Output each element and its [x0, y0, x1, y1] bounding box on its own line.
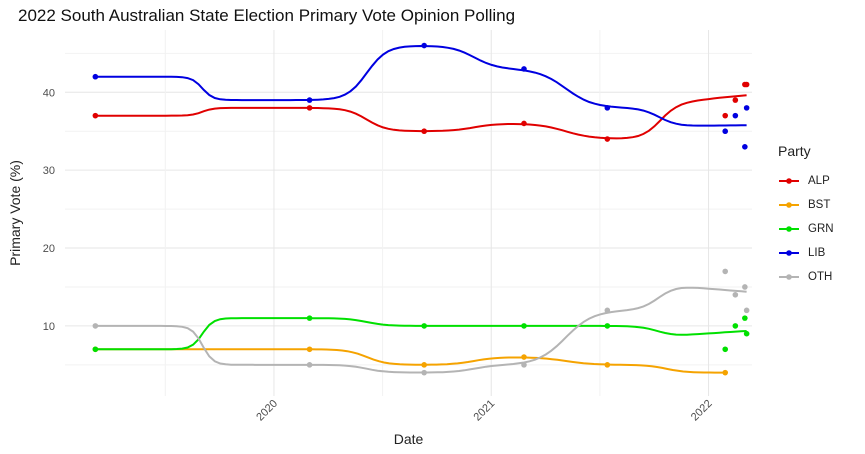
series-line-grn: [95, 317, 747, 351]
series-line-lib: [95, 44, 747, 127]
data-point-grn: [722, 346, 729, 353]
y-tick-label: 20: [43, 243, 55, 255]
data-point-alp: [722, 112, 729, 119]
data-point-grn: [604, 323, 611, 329]
data-point-lib: [421, 42, 427, 49]
data-point-oth: [742, 284, 748, 290]
data-point-bst: [521, 354, 527, 360]
data-point-oth: [743, 307, 750, 314]
data-point-grn: [521, 323, 527, 329]
data-point-alp: [604, 136, 611, 142]
data-point-grn: [743, 330, 750, 337]
y-tick-label: 40: [43, 87, 55, 99]
legend-item-oth: OTH: [778, 265, 834, 289]
series-line-bst: [95, 348, 726, 374]
data-point-oth: [604, 307, 611, 314]
legend-item-lib: LIB: [778, 241, 834, 265]
data-point-alp: [521, 120, 527, 127]
legend-key: [779, 226, 799, 232]
x-tick-label: 2022: [689, 398, 715, 424]
data-point-alp: [743, 81, 750, 88]
series-line-oth: [95, 286, 747, 374]
legend-title: Party: [778, 143, 811, 159]
data-point-bst: [604, 362, 611, 368]
data-point-lib: [306, 97, 313, 103]
data-point-alp: [732, 97, 739, 103]
data-point-lib: [722, 128, 729, 135]
data-point-alp: [421, 128, 427, 135]
y-tick-label: 10: [43, 321, 55, 333]
x-axis-label: Date: [394, 431, 424, 447]
chart-title: 2022 South Australian State Election Pri…: [18, 6, 516, 25]
x-tick-label: 2021: [472, 398, 498, 424]
legend-label: GRN: [808, 223, 834, 235]
legend-label: ALP: [808, 175, 830, 187]
data-point-grn: [742, 315, 748, 321]
legend-label: OTH: [808, 271, 833, 283]
data-point-grn: [306, 315, 313, 321]
legend-item-bst: BST: [778, 193, 834, 217]
data-point-bst: [306, 346, 313, 353]
legend-key: [779, 250, 799, 256]
data-point-lib: [604, 105, 611, 111]
legend-key: [779, 178, 799, 184]
legend-key: [779, 274, 799, 280]
data-point-oth: [722, 268, 729, 275]
data-point-oth: [521, 362, 527, 368]
legend-item-grn: GRN: [778, 217, 834, 241]
data-point-grn: [92, 346, 99, 353]
data-point-oth: [306, 362, 313, 368]
y-axis-label: Primary Vote (%): [7, 160, 23, 266]
data-point-lib: [521, 66, 527, 72]
data-point-grn: [421, 323, 427, 329]
legend-key: [779, 202, 799, 208]
data-point-oth: [421, 369, 427, 376]
data-point-lib: [92, 73, 99, 80]
data-point-oth: [732, 291, 739, 298]
series-line-alp: [95, 94, 747, 140]
legend-item-alp: ALP: [778, 169, 834, 193]
y-tick-label: 30: [43, 165, 55, 177]
data-point-bst: [722, 369, 729, 376]
data-point-lib: [732, 112, 739, 119]
data-point-bst: [421, 362, 427, 368]
legend-label: BST: [808, 199, 831, 211]
data-point-lib: [743, 105, 750, 111]
data-point-alp: [306, 105, 313, 111]
legend: Party ALP BST GRN LIB OTH: [778, 143, 834, 289]
data-point-lib: [742, 144, 748, 150]
data-point-oth: [92, 323, 99, 329]
data-point-grn: [732, 323, 739, 329]
data-point-alp: [92, 112, 99, 119]
x-tick-label: 2020: [254, 398, 280, 424]
legend-label: LIB: [808, 247, 826, 259]
